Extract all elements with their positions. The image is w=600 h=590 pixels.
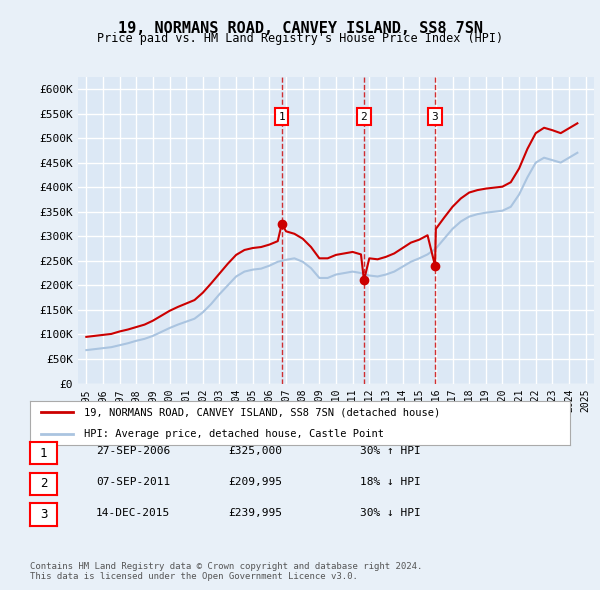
Text: £239,995: £239,995 (228, 508, 282, 517)
Text: Contains HM Land Registry data © Crown copyright and database right 2024.
This d: Contains HM Land Registry data © Crown c… (30, 562, 422, 581)
Text: 14-DEC-2015: 14-DEC-2015 (96, 508, 170, 517)
Text: £325,000: £325,000 (228, 447, 282, 456)
Text: 2: 2 (361, 112, 367, 122)
Text: 18% ↓ HPI: 18% ↓ HPI (360, 477, 421, 487)
Text: 2: 2 (40, 477, 47, 490)
Text: 3: 3 (431, 112, 439, 122)
Text: 27-SEP-2006: 27-SEP-2006 (96, 447, 170, 456)
Text: 1: 1 (40, 447, 47, 460)
Text: 1: 1 (278, 112, 285, 122)
Text: 30% ↑ HPI: 30% ↑ HPI (360, 447, 421, 456)
Text: 19, NORMANS ROAD, CANVEY ISLAND, SS8 7SN (detached house): 19, NORMANS ROAD, CANVEY ISLAND, SS8 7SN… (84, 407, 440, 417)
Text: £209,995: £209,995 (228, 477, 282, 487)
Text: Price paid vs. HM Land Registry's House Price Index (HPI): Price paid vs. HM Land Registry's House … (97, 32, 503, 45)
Text: 07-SEP-2011: 07-SEP-2011 (96, 477, 170, 487)
Text: HPI: Average price, detached house, Castle Point: HPI: Average price, detached house, Cast… (84, 430, 384, 440)
Text: 30% ↓ HPI: 30% ↓ HPI (360, 508, 421, 517)
Text: 19, NORMANS ROAD, CANVEY ISLAND, SS8 7SN: 19, NORMANS ROAD, CANVEY ISLAND, SS8 7SN (118, 21, 482, 35)
Text: 3: 3 (40, 508, 47, 521)
